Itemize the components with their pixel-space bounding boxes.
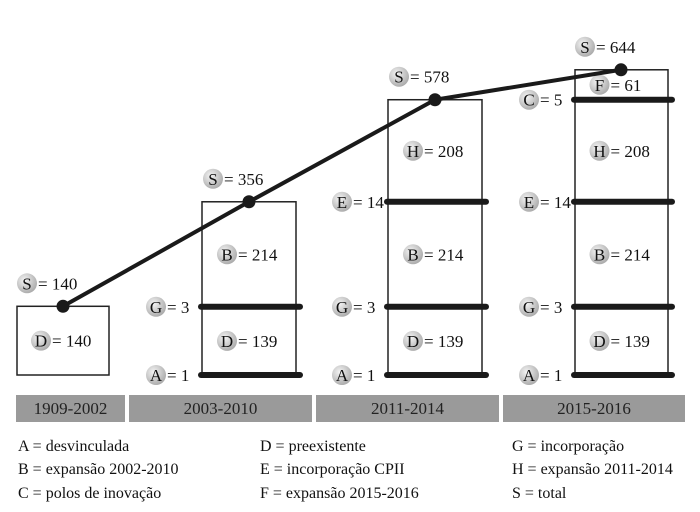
divider-value-1-0: = 1 <box>167 366 189 385</box>
segment-0-0-badge <box>31 330 51 351</box>
period-band-1 <box>129 395 312 422</box>
total-point-1 <box>242 195 256 209</box>
segment-2-1-badge <box>403 244 423 265</box>
segment-2-2-badge <box>403 140 423 161</box>
divider-bars <box>198 96 675 378</box>
divider-2-1-letter: G <box>336 298 348 317</box>
legend-entry-e: E = incorporação CPII <box>260 461 405 478</box>
segment-3-2-letter: H <box>593 142 605 161</box>
segment-value-3-1: = 214 <box>611 245 651 264</box>
total-series-line <box>62 67 622 309</box>
segment-3-0-letter: D <box>593 332 605 351</box>
segment-3-3-badge <box>589 74 610 95</box>
segment-value-1-1: = 214 <box>238 245 278 264</box>
divider-2-1-badge <box>332 296 352 317</box>
segment-3-0-badge <box>589 330 610 351</box>
divider-3-3-letter: C <box>523 91 534 110</box>
legend-entry-d: D = preexistente <box>260 438 366 455</box>
total-letter-3: S <box>580 38 589 57</box>
total-value-0: = 140 <box>38 274 77 293</box>
legend: A = desvinculada D = preexistente G = inco… <box>18 438 673 502</box>
segment-value-2-1: = 214 <box>424 245 464 264</box>
segment-2-0-badge <box>403 330 423 351</box>
total-letter-2: S <box>394 68 403 87</box>
column-box-3 <box>574 69 669 376</box>
divider-2-0-letter: A <box>336 366 349 385</box>
total-line: S = 140 S = 356 S = 578 S = 644 <box>17 36 636 313</box>
segment-0-0-letter: D <box>35 332 47 351</box>
divider-2-2-badge <box>332 191 352 212</box>
divider-value-3-1: = 3 <box>540 298 562 317</box>
segment-1-0-letter: D <box>221 332 233 351</box>
divider-value-3-0: = 1 <box>540 366 562 385</box>
divider-value-3-3: = 5 <box>540 91 562 110</box>
segment-value-0-0: = 140 <box>52 332 91 351</box>
segment-3-1-badge <box>589 244 610 265</box>
period-label-0: 1909-2002 <box>34 399 108 418</box>
period-label-1: 2003-2010 <box>184 399 258 418</box>
divider-3-0-badge <box>519 365 539 385</box>
total-badge-2 <box>389 66 409 87</box>
legend-entry-s: S = total <box>512 485 567 502</box>
segment-value-2-0: = 139 <box>424 332 463 351</box>
divider-1-1-letter: G <box>150 298 162 317</box>
divider-3-2-badge <box>519 191 539 212</box>
divider-value-1-1: = 3 <box>167 298 189 317</box>
column-boxes <box>16 69 669 376</box>
segment-value-1-0: = 139 <box>238 332 277 351</box>
total-point-0 <box>56 299 70 313</box>
divider-1-0-badge <box>146 365 166 385</box>
segment-3-3-letter: F <box>595 76 604 95</box>
total-letter-0: S <box>22 274 31 293</box>
total-badge-3 <box>575 36 595 57</box>
legend-entry-f: F = expansão 2015-2016 <box>260 485 419 502</box>
segment-value-3-3: = 61 <box>611 76 642 95</box>
period-label-3: 2015-2016 <box>557 399 631 418</box>
legend-entry-b: B = expansão 2002-2010 <box>18 461 179 478</box>
divider-value-2-2: = 14 <box>353 193 384 212</box>
divider-value-2-0: = 1 <box>353 366 375 385</box>
segment-3-2-badge <box>589 140 610 161</box>
total-letter-1: S <box>208 170 217 189</box>
segment-value-3-0: = 139 <box>611 332 650 351</box>
segment-1-1-badge <box>217 244 237 265</box>
segment-value-2-2: = 208 <box>424 142 463 161</box>
total-value-2: = 578 <box>410 68 449 87</box>
segment-1-0-badge <box>217 330 237 351</box>
total-badge-0 <box>17 273 37 294</box>
period-label-2: 2011-2014 <box>371 399 445 418</box>
segment-2-1-letter: B <box>407 245 418 264</box>
total-value-3: = 644 <box>596 38 636 57</box>
legend-entry-c: C = polos de inovação <box>18 485 161 502</box>
divider-3-3-badge <box>519 89 539 110</box>
period-band-2 <box>316 395 499 422</box>
divider-2-0-badge <box>332 365 352 385</box>
divider-3-2-letter: E <box>524 193 534 212</box>
period-band-0 <box>16 395 125 422</box>
divider-3-0-letter: A <box>523 366 536 385</box>
period-bands: 1909-2002 2003-2010 2011-2014 2015-2016 <box>16 395 685 422</box>
legend-entry-g: G = incorporação <box>512 438 624 455</box>
total-point-3 <box>614 63 628 77</box>
divider-value-2-1: = 3 <box>353 298 375 317</box>
divider-1-0-letter: A <box>150 366 163 385</box>
legend-entry-a: A = desvinculada <box>18 438 129 455</box>
segment-2-0-letter: D <box>407 332 419 351</box>
divider-3-1-letter: G <box>523 298 535 317</box>
segment-2-2-letter: H <box>407 142 419 161</box>
divider-value-3-2: = 14 <box>540 193 571 212</box>
segment-value-3-2: = 208 <box>611 142 650 161</box>
total-badge-1 <box>203 168 223 189</box>
segment-1-1-letter: B <box>221 245 232 264</box>
total-value-1: = 356 <box>224 170 263 189</box>
divider-1-1-badge <box>146 296 166 317</box>
divider-3-1-badge <box>519 296 539 317</box>
divider-2-2-letter: E <box>337 193 347 212</box>
total-point-2 <box>428 93 442 107</box>
legend-entry-h: H = expansão 2011-2014 <box>512 461 673 478</box>
segment-3-1-letter: B <box>594 245 605 264</box>
period-band-3 <box>503 395 685 422</box>
